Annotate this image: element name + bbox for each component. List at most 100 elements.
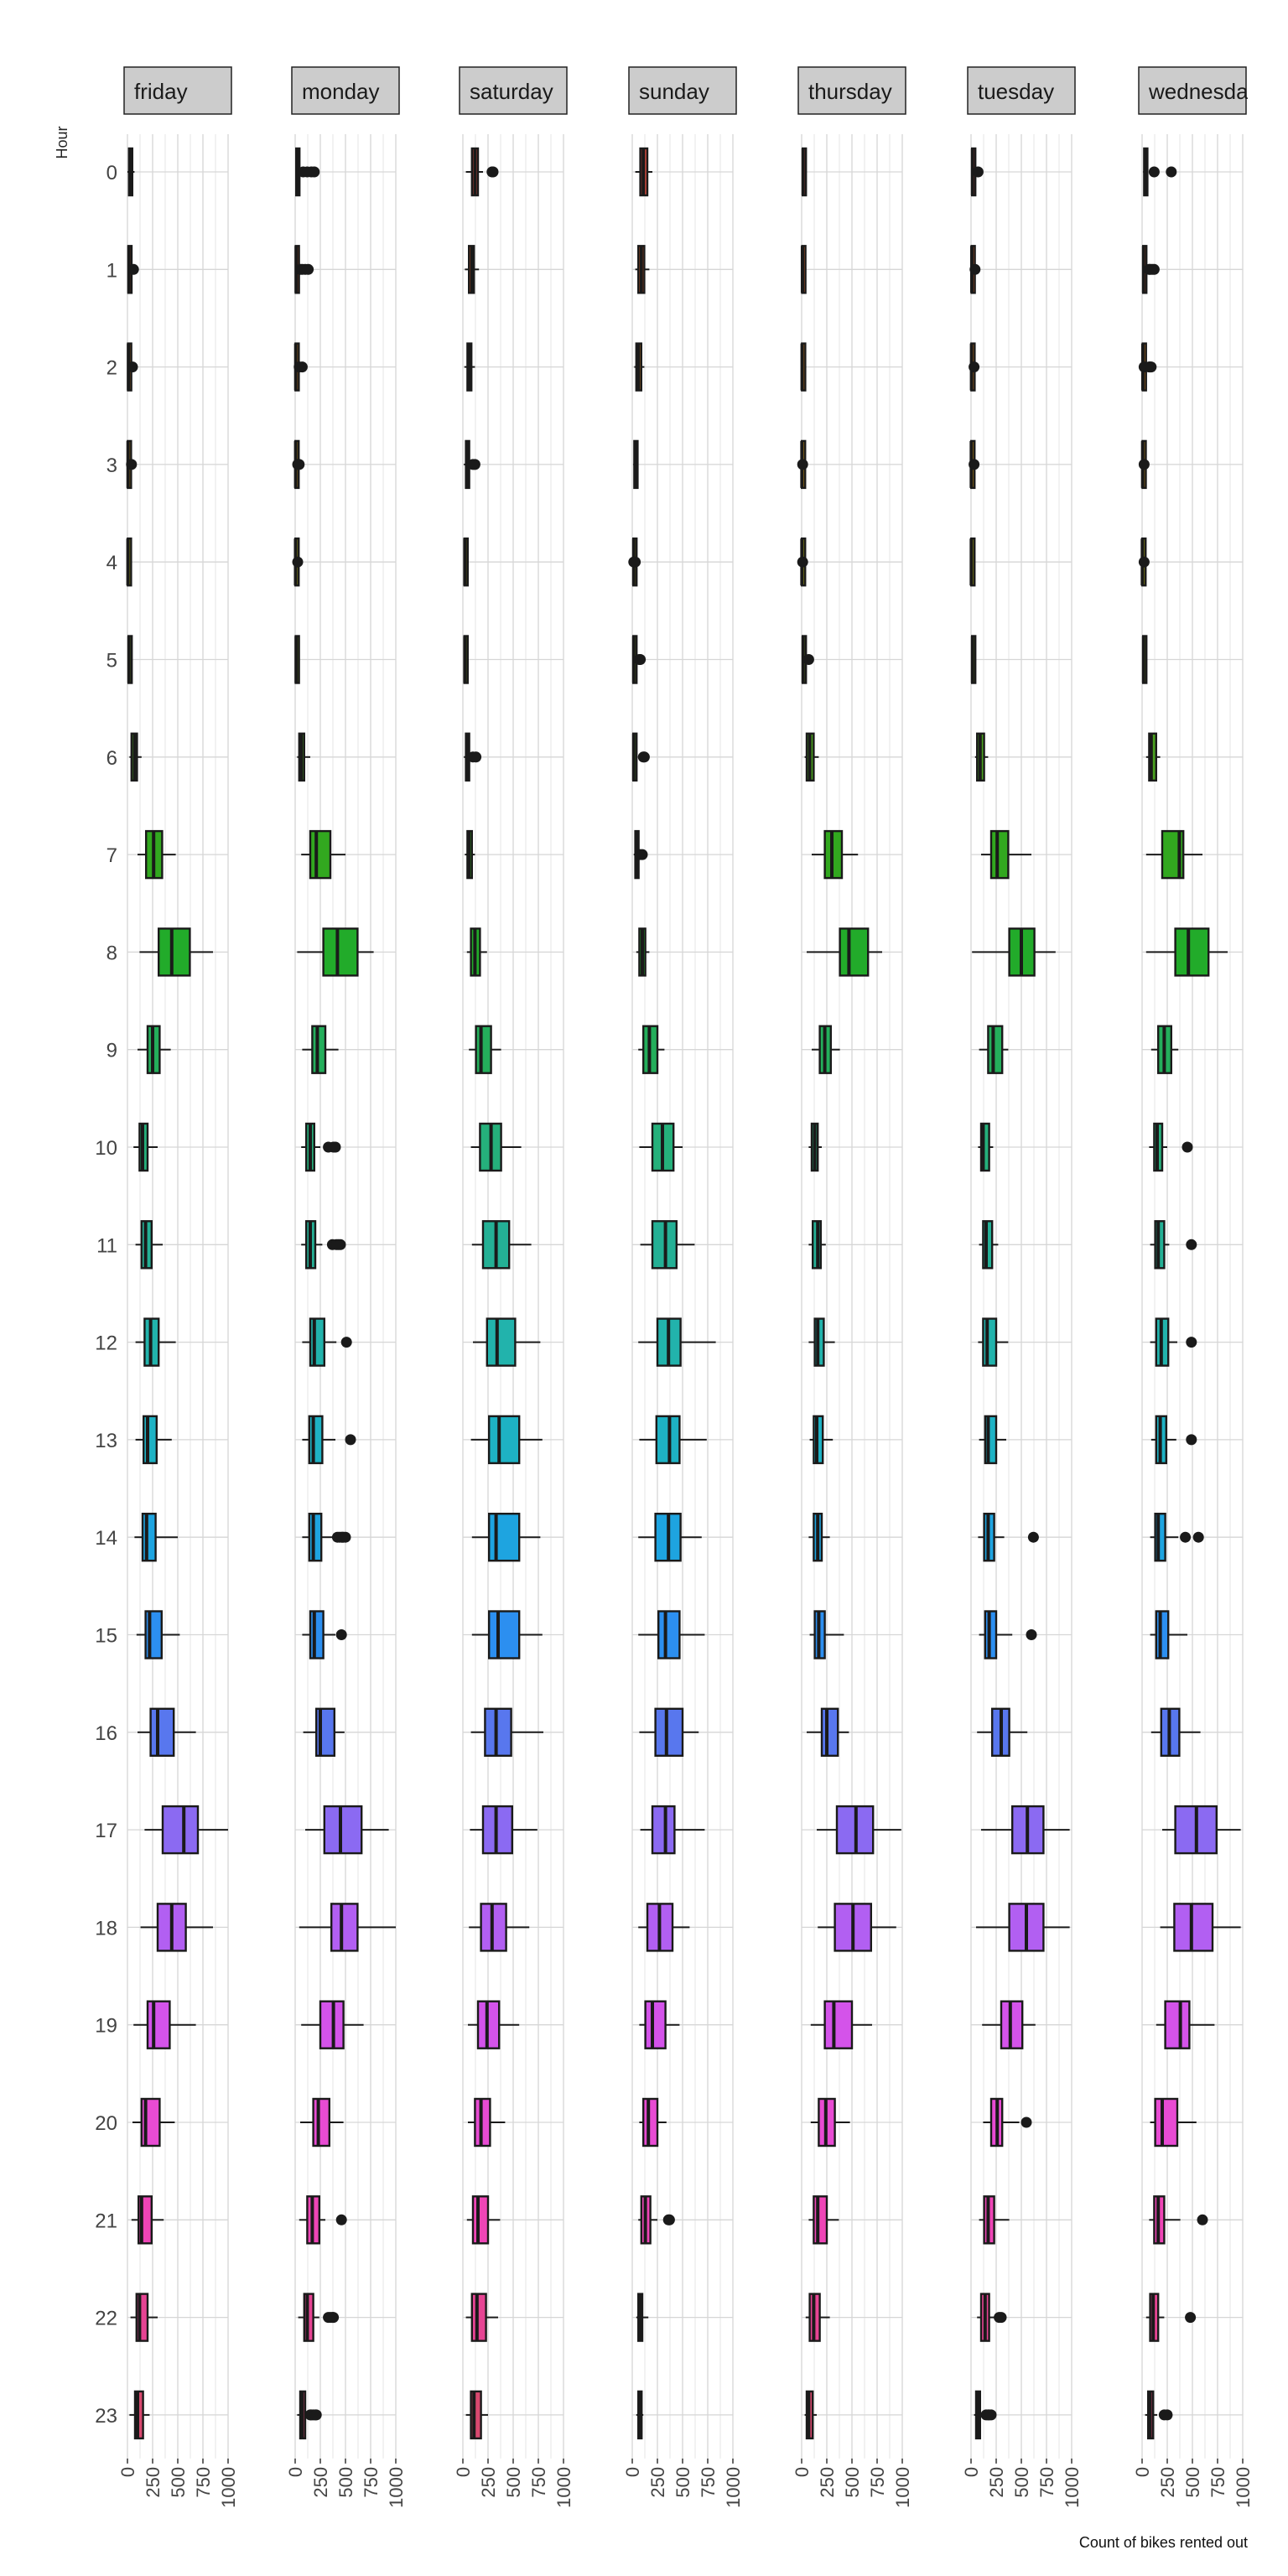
hour-tick-label: 20 bbox=[95, 2112, 117, 2135]
box-friday-hour-12 bbox=[135, 1317, 176, 1367]
box-saturday-hour-7 bbox=[465, 829, 475, 880]
x-tick-label: 250 bbox=[647, 2467, 668, 2498]
box-monday-hour-9 bbox=[302, 1025, 339, 1074]
box-wednesday-hour-5 bbox=[1141, 635, 1148, 684]
box-sunday-hour-13 bbox=[639, 1415, 707, 1465]
box-iqr bbox=[642, 2097, 659, 2148]
box-wednesday-hour-12 bbox=[1150, 1317, 1197, 1367]
box-sunday-hour-7 bbox=[633, 829, 648, 880]
box-thursday-hour-3 bbox=[797, 439, 808, 490]
box-thursday-hour-20 bbox=[810, 2097, 850, 2148]
facet-strip bbox=[291, 66, 400, 115]
outlier-point bbox=[1186, 1337, 1197, 1348]
box-iqr bbox=[657, 1610, 681, 1659]
box-saturday-hour-17 bbox=[470, 1805, 538, 1855]
x-tick-label: 0 bbox=[1132, 2467, 1153, 2477]
outlier-point bbox=[296, 361, 308, 373]
box-monday-hour-10 bbox=[301, 1122, 341, 1172]
box-friday-hour-13 bbox=[135, 1415, 172, 1465]
hour-tick-label: 8 bbox=[106, 942, 117, 964]
box-wednesday-hour-11 bbox=[1150, 1220, 1197, 1270]
hour-tick-label: 14 bbox=[95, 1527, 117, 1550]
box-saturday-hour-20 bbox=[468, 2097, 506, 2148]
outlier-point bbox=[1197, 2214, 1208, 2225]
box-thursday-hour-21 bbox=[808, 2195, 839, 2245]
box-monday-hour-12 bbox=[302, 1317, 352, 1367]
box-thursday-hour-0 bbox=[801, 147, 808, 197]
outlier-point bbox=[309, 166, 320, 178]
facet-panel-thursday: thursday 0 250 500 750 1000 bbox=[792, 66, 913, 2508]
facet-strip bbox=[628, 66, 737, 115]
outlier-point bbox=[1148, 263, 1160, 275]
outlier-point bbox=[340, 1531, 351, 1543]
box-saturday-hour-16 bbox=[470, 1707, 543, 1758]
facet-label: wednesday bbox=[1148, 79, 1259, 104]
box-sunday-hour-11 bbox=[640, 1220, 695, 1270]
box-iqr bbox=[323, 1805, 363, 1855]
box-sunday-hour-21 bbox=[638, 2195, 675, 2245]
outlier-point bbox=[127, 263, 139, 275]
outlier-point bbox=[1166, 166, 1177, 178]
outlier-point bbox=[303, 263, 314, 275]
outlier-point bbox=[797, 459, 808, 470]
box-saturday-hour-0 bbox=[465, 147, 499, 197]
box-iqr bbox=[488, 1415, 521, 1465]
box-saturday-hour-15 bbox=[471, 1610, 543, 1659]
box-friday-hour-11 bbox=[135, 1220, 163, 1270]
box-friday-hour-1 bbox=[127, 245, 139, 294]
box-sunday-hour-23 bbox=[636, 2390, 644, 2440]
facet-strip bbox=[797, 66, 906, 115]
x-tick-label: 750 bbox=[867, 2467, 888, 2498]
box-thursday-hour-19 bbox=[810, 2000, 872, 2049]
outlier-point bbox=[985, 2409, 997, 2421]
facet-strip bbox=[1138, 66, 1247, 115]
box-friday-hour-15 bbox=[136, 1610, 180, 1659]
box-iqr bbox=[839, 927, 870, 977]
box-iqr bbox=[979, 1122, 990, 1172]
outlier-point bbox=[630, 556, 641, 568]
box-tuesday-hour-0 bbox=[970, 147, 984, 197]
box-wednesday-hour-19 bbox=[1156, 2000, 1215, 2049]
box-wednesday-hour-23 bbox=[1145, 2390, 1173, 2440]
outlier-point bbox=[335, 1239, 346, 1250]
box-sunday-hour-16 bbox=[639, 1707, 699, 1758]
box-iqr bbox=[322, 927, 359, 977]
box-iqr bbox=[309, 829, 332, 880]
outlier-point bbox=[1182, 1141, 1193, 1153]
box-wednesday-hour-16 bbox=[1150, 1707, 1201, 1758]
outlier-point bbox=[636, 849, 648, 860]
box-thursday-hour-2 bbox=[800, 342, 807, 392]
box-iqr bbox=[1173, 1903, 1214, 1952]
outlier-point bbox=[126, 459, 138, 470]
box-friday-hour-23 bbox=[129, 2390, 150, 2440]
box-monday-hour-4 bbox=[292, 538, 304, 587]
box-iqr bbox=[1174, 927, 1210, 977]
y-axis-title: Hour bbox=[54, 126, 70, 158]
box-thursday-hour-5 bbox=[801, 635, 814, 684]
box-iqr bbox=[471, 2195, 490, 2245]
box-friday-hour-21 bbox=[131, 2195, 164, 2245]
x-tick-label: 750 bbox=[698, 2467, 719, 2498]
box-wednesday-hour-13 bbox=[1150, 1415, 1197, 1465]
box-sunday-hour-8 bbox=[636, 927, 650, 977]
box-thursday-hour-6 bbox=[804, 732, 819, 782]
box-friday-hour-22 bbox=[130, 2293, 158, 2342]
hour-tick-label: 3 bbox=[106, 454, 117, 477]
outlier-point bbox=[127, 361, 138, 373]
box-saturday-hour-18 bbox=[469, 1903, 530, 1952]
hour-tick-label: 2 bbox=[106, 357, 117, 380]
box-monday-hour-2 bbox=[293, 342, 308, 392]
box-iqr bbox=[312, 2097, 331, 2148]
box-iqr bbox=[141, 1512, 157, 1562]
outlier-point bbox=[1138, 556, 1150, 568]
box-friday-hour-4 bbox=[126, 538, 132, 587]
box-thursday-hour-22 bbox=[805, 2293, 830, 2342]
box-iqr bbox=[987, 1025, 1004, 1074]
outlier-point bbox=[469, 459, 480, 470]
box-monday-hour-5 bbox=[294, 635, 300, 684]
x-tick-label: 1000 bbox=[218, 2467, 239, 2508]
x-tick-label: 750 bbox=[193, 2467, 214, 2498]
box-monday-hour-8 bbox=[297, 927, 374, 977]
box-friday-hour-2 bbox=[127, 342, 138, 392]
box-friday-hour-3 bbox=[126, 439, 138, 490]
